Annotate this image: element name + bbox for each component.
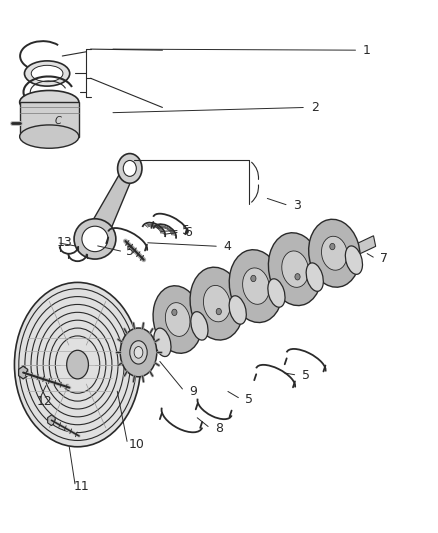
Ellipse shape	[229, 249, 283, 322]
Text: 1: 1	[363, 44, 371, 56]
Ellipse shape	[309, 219, 360, 287]
Ellipse shape	[134, 346, 143, 358]
Polygon shape	[149, 236, 376, 351]
Ellipse shape	[31, 66, 63, 82]
Ellipse shape	[243, 268, 269, 304]
Text: 5: 5	[302, 369, 310, 382]
Polygon shape	[20, 102, 79, 136]
Ellipse shape	[190, 267, 244, 340]
Text: 5: 5	[182, 224, 191, 237]
Ellipse shape	[203, 285, 230, 322]
Ellipse shape	[67, 350, 88, 379]
Ellipse shape	[153, 286, 202, 353]
Ellipse shape	[74, 219, 116, 259]
Polygon shape	[19, 366, 28, 379]
Ellipse shape	[295, 273, 300, 280]
Text: 3: 3	[293, 199, 301, 212]
Text: 13: 13	[57, 236, 72, 249]
Text: 9: 9	[189, 385, 197, 398]
Ellipse shape	[172, 309, 177, 316]
Ellipse shape	[268, 279, 285, 307]
Ellipse shape	[268, 233, 322, 305]
Text: 7: 7	[380, 252, 389, 265]
Ellipse shape	[25, 61, 70, 86]
Ellipse shape	[130, 341, 147, 364]
Ellipse shape	[282, 251, 308, 287]
Ellipse shape	[82, 226, 108, 252]
Ellipse shape	[251, 276, 256, 281]
Ellipse shape	[191, 312, 208, 340]
Ellipse shape	[154, 328, 171, 357]
Ellipse shape	[330, 244, 335, 250]
Text: 5: 5	[126, 245, 134, 258]
Polygon shape	[48, 415, 55, 425]
Text: C: C	[55, 116, 61, 126]
Ellipse shape	[321, 236, 347, 270]
Ellipse shape	[120, 328, 157, 377]
Polygon shape	[86, 165, 135, 246]
Text: 5: 5	[245, 393, 254, 406]
Ellipse shape	[20, 91, 79, 114]
Text: 4: 4	[224, 240, 232, 253]
Ellipse shape	[14, 282, 141, 447]
Text: 12: 12	[37, 395, 53, 408]
Ellipse shape	[216, 309, 221, 315]
Ellipse shape	[229, 296, 246, 324]
Text: 11: 11	[74, 480, 90, 493]
Ellipse shape	[306, 263, 323, 292]
Ellipse shape	[166, 303, 190, 336]
Text: 10: 10	[128, 438, 144, 450]
Text: 6: 6	[184, 225, 192, 239]
Ellipse shape	[123, 160, 136, 176]
Ellipse shape	[345, 246, 363, 274]
Ellipse shape	[20, 125, 79, 148]
Ellipse shape	[117, 154, 142, 183]
Text: 2: 2	[311, 101, 319, 114]
Text: 8: 8	[215, 422, 223, 435]
